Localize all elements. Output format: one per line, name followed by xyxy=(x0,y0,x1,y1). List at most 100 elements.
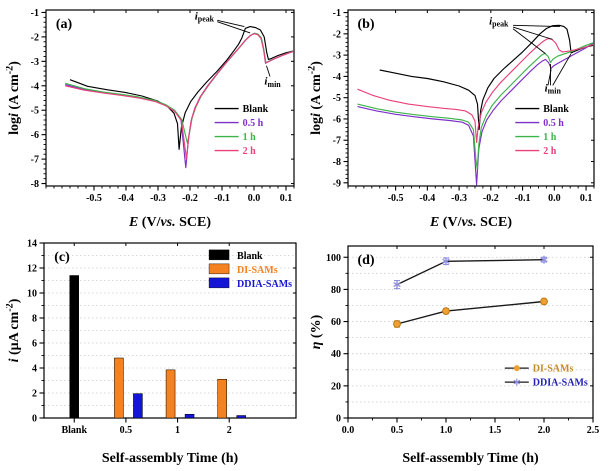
x-tick-label: 2 xyxy=(227,425,232,436)
marker-circle xyxy=(442,307,450,316)
bar-di-sams xyxy=(114,357,124,419)
y-tick-label: 60 xyxy=(331,317,341,328)
x-tick-label: 1.0 xyxy=(440,425,453,436)
y-tick-label: 40 xyxy=(331,349,341,360)
legend-label: DI-SAMs xyxy=(237,265,278,276)
panel-b-polarization-chart: -0.5 -0.4 -0.3 -0.2 -0.1 0.0 0.1 -1 -2 -3 -4 -5 -6 -7… xyxy=(308,8,595,230)
y-tick-label: -1 xyxy=(31,8,39,19)
y-tick-label: 4 xyxy=(32,364,37,375)
y-tick-label: 14 xyxy=(27,239,37,250)
x-tick-label: -0.2 xyxy=(483,193,499,204)
y-tick-label: 6 xyxy=(32,339,37,350)
annotation-text: imin xyxy=(545,82,562,95)
y-tick-label: 20 xyxy=(331,381,341,392)
x-tick-label: 1 xyxy=(175,425,180,436)
bar-ddia-sams xyxy=(133,393,143,419)
annotation-pointer xyxy=(547,69,552,86)
series-line-2-h xyxy=(65,33,294,160)
x-tick-label: -0.4 xyxy=(419,193,435,204)
marker-asterisk xyxy=(442,258,450,264)
x-tick-label: 0.1 xyxy=(580,193,593,204)
legend-swatch xyxy=(208,277,230,289)
legend-label: Blank xyxy=(243,104,269,115)
y-tick-label: 2 xyxy=(32,389,37,400)
x-tick-label: 0.1 xyxy=(280,193,293,204)
panel-label: (c) xyxy=(54,250,70,265)
y-tick-label: -3 xyxy=(31,57,39,68)
y-tick-label: -5 xyxy=(333,93,341,104)
bar-di-sams xyxy=(165,369,176,419)
annotation-pointer xyxy=(266,65,271,77)
legend-label: 0.5 h xyxy=(543,118,564,129)
legend-label: Blank xyxy=(237,251,263,262)
y-tick-label: 80 xyxy=(331,285,341,296)
x-tick-label: -0.1 xyxy=(515,193,531,204)
legend-label: 1 h xyxy=(543,132,557,143)
legend-marker-asterisk xyxy=(513,379,521,385)
bar-blank xyxy=(69,275,79,419)
y-tick-label: -2 xyxy=(31,32,39,43)
annotation-pointer xyxy=(512,26,553,40)
legend-swatch xyxy=(208,249,230,261)
y-tick-label: 0 xyxy=(32,414,37,425)
legend-swatch xyxy=(208,263,230,275)
annotation-pointer xyxy=(217,21,251,34)
series-line-blank xyxy=(379,24,594,131)
x-axis-label: E (V/vs. SCE) xyxy=(128,215,211,230)
x-tick-label: 1.5 xyxy=(489,425,502,436)
series-line-1-h xyxy=(357,42,594,170)
series-line-2-h xyxy=(357,37,594,143)
x-tick-label: 2.0 xyxy=(538,425,551,436)
y-tick-label: -3 xyxy=(333,51,341,62)
bar-ddia-sams xyxy=(184,414,195,419)
x-tick-label: -0.5 xyxy=(388,193,404,204)
y-tick-label: 0 xyxy=(336,414,341,425)
series-line-0.5-h xyxy=(357,42,594,186)
annotation-text: imin xyxy=(264,76,281,89)
panel-label: (b) xyxy=(357,17,374,32)
y-tick-label: -7 xyxy=(31,155,39,166)
panel-a-polarization-chart: -0.5 -0.4 -0.3 -0.2 -0.1 0.0 0.1 -1 -2 -3 -4 -5 -6 -7… xyxy=(6,8,295,230)
plot-frame xyxy=(45,9,295,187)
marker-asterisk xyxy=(540,257,548,263)
y-tick-label: 100 xyxy=(326,253,341,264)
panel-label: (a) xyxy=(56,17,73,32)
x-tick-label: 2.5 xyxy=(587,425,600,436)
legend-label: DDIA-SAMs xyxy=(533,378,588,389)
y-axis-label: logi (A cm-2) xyxy=(308,61,324,135)
annotation-text: ipeak xyxy=(489,15,509,28)
x-tick-label: 0.0 xyxy=(342,425,355,436)
y-tick-label: -2 xyxy=(333,29,341,40)
x-tick-label: -0.3 xyxy=(451,193,467,204)
y-tick-label: -7 xyxy=(333,136,341,147)
x-tick-label: 0.5 xyxy=(120,425,133,436)
y-tick-label: -9 xyxy=(333,178,341,189)
x-tick-label: Blank xyxy=(61,425,87,436)
x-axis-label: Self-assembly Time (h) xyxy=(402,451,539,466)
x-tick-label: -0.2 xyxy=(182,193,198,204)
y-tick-label: -8 xyxy=(31,179,39,190)
y-axis-label: η (%) xyxy=(309,314,324,349)
x-axis-label: Self-assembly Time (h) xyxy=(102,451,239,466)
legend-label: 2 h xyxy=(243,146,257,157)
marker-asterisk xyxy=(393,282,401,288)
annotation-pointer xyxy=(552,53,572,86)
bar-ddia-sams xyxy=(236,415,246,419)
y-tick-label: -8 xyxy=(333,157,341,168)
y-tick-label: -5 xyxy=(31,106,39,117)
annotation-pointer xyxy=(512,28,546,54)
legend-label: DI-SAMs xyxy=(533,364,574,375)
y-tick-label: -6 xyxy=(31,130,39,141)
plot-frame xyxy=(347,9,595,187)
legend-marker-circle xyxy=(513,365,520,372)
legend-label: Blank xyxy=(543,104,569,115)
x-axis-label: E (V/vs. SCE) xyxy=(429,215,512,230)
panel-d-efficiency-chart: 0.0 0.5 1.0 1.5 2.0 2.5 0 20 40 60 80 100 Self-assem… xyxy=(309,245,600,466)
bar-di-sams xyxy=(217,379,227,419)
y-axis-label: i (μA cm-2) xyxy=(6,298,22,362)
y-tick-label: -1 xyxy=(333,8,341,19)
x-tick-label: 0.5 xyxy=(391,425,404,436)
y-tick-label: 12 xyxy=(27,264,37,275)
